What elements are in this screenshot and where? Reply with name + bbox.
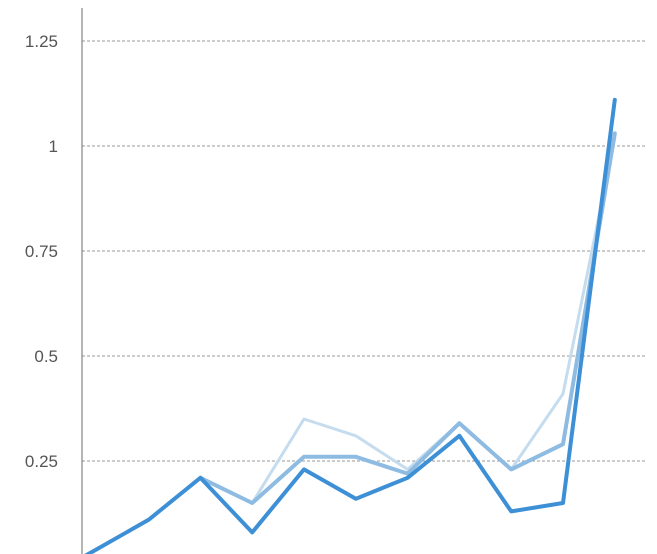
series-lines [84,97,617,554]
series-line-3 [84,97,617,554]
y-tick-label: 0.25 [25,452,58,471]
y-tick-label: 0.75 [25,242,58,261]
series-line-1 [198,136,617,505]
y-tick-labels: 0.25 0.5 0.75 1 1.25 [25,32,58,471]
y-tick-label: 0.5 [34,347,58,366]
y-tick-label: 1.25 [25,32,58,51]
series-line-2 [198,131,617,505]
y-tick-label: 1 [49,137,58,156]
